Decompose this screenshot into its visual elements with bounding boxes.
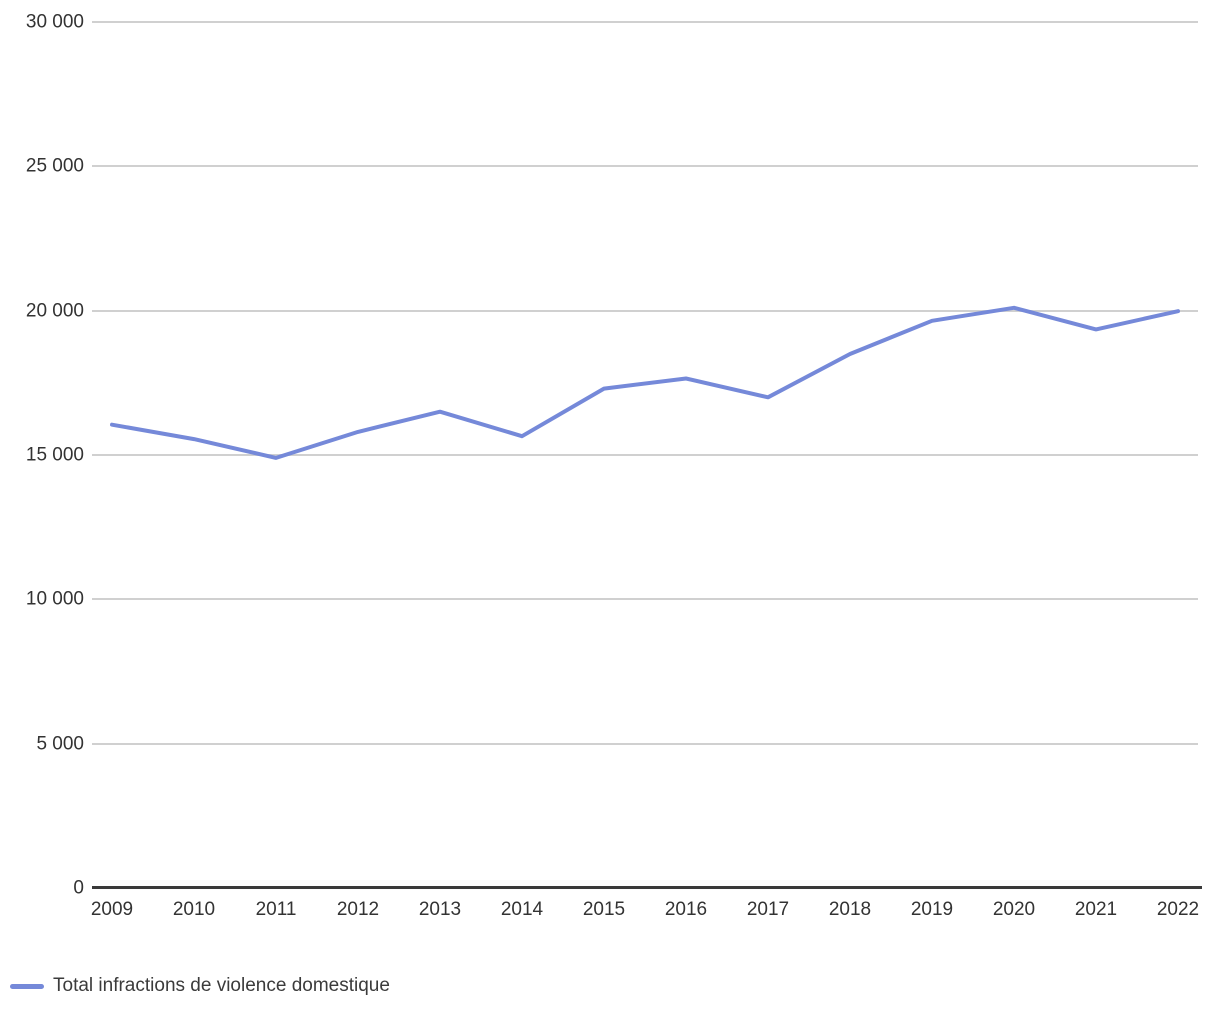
y-tick-label: 15 000 bbox=[25, 444, 84, 466]
y-tick-label: 20 000 bbox=[25, 300, 84, 322]
gridline bbox=[92, 454, 1198, 456]
legend-line-swatch bbox=[10, 983, 44, 989]
gridline bbox=[92, 309, 1198, 312]
x-tick-label: 2022 bbox=[1156, 899, 1200, 920]
gridline bbox=[92, 21, 1198, 23]
x-tick-label: 2014 bbox=[500, 899, 544, 920]
x-tick-label: 2013 bbox=[418, 899, 462, 920]
y-tick-label: 10 000 bbox=[25, 588, 84, 610]
x-tick-label: 2011 bbox=[255, 899, 297, 920]
x-tick-label: 2015 bbox=[582, 899, 626, 920]
x-tick-label: 2009 bbox=[90, 899, 134, 920]
series-line bbox=[110, 305, 1180, 460]
x-tick-label: 2010 bbox=[172, 899, 216, 920]
gridline bbox=[92, 598, 1198, 601]
gridline bbox=[92, 742, 1198, 745]
y-tick-label: 25 000 bbox=[25, 155, 84, 177]
x-tick-label: 2021 bbox=[1074, 899, 1118, 920]
x-tick-label: 2016 bbox=[664, 899, 708, 920]
y-tick-label: 5 000 bbox=[36, 733, 84, 755]
x-tick-label: 2018 bbox=[828, 899, 872, 920]
x-axis-line bbox=[92, 886, 1202, 889]
x-tick-label: 2020 bbox=[992, 899, 1036, 920]
y-tick-label: 30 000 bbox=[25, 11, 84, 33]
legend-item[interactable]: Total infractions de violence domestique bbox=[10, 975, 390, 997]
gridline bbox=[92, 165, 1198, 168]
legend-item-label: Total infractions de violence domestique bbox=[53, 975, 390, 996]
y-tick-label: 0 bbox=[73, 877, 84, 899]
legend: Total infractions de violence domestique bbox=[10, 973, 390, 999]
x-tick-label: 2017 bbox=[746, 899, 790, 920]
x-tick-label: 2019 bbox=[910, 899, 954, 920]
x-tick-label: 2012 bbox=[336, 899, 380, 920]
